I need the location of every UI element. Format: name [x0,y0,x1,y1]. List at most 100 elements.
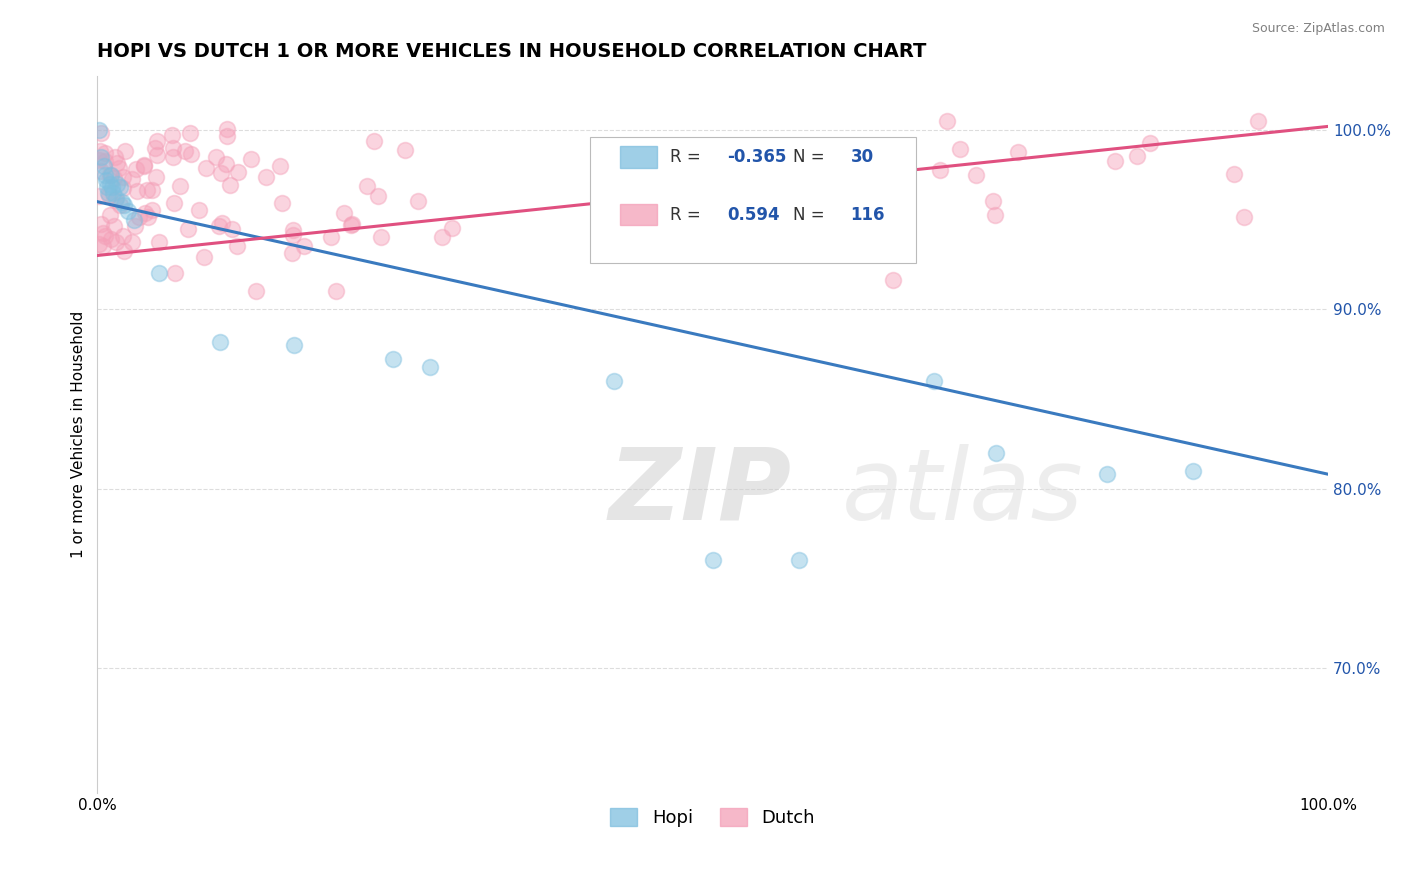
Point [87,123,110,137]
Point [90,150,112,164]
Point [124,212,146,227]
Point [104,235,127,249]
Text: N =: N = [793,206,830,224]
Point [90,218,112,232]
Point [87,153,110,167]
Point [124,219,146,233]
Point [104,193,127,207]
Point [292,238,315,252]
Point [169,178,191,193]
Point [179,126,201,140]
Point [141,203,163,218]
Point [226,165,249,179]
Point [91,238,114,252]
Point [984,446,1007,460]
Point [162,141,184,155]
Point [432,230,454,244]
Text: 30: 30 [851,148,873,166]
Point [87,189,110,203]
Point [239,152,262,166]
Point [333,206,356,220]
Point [148,267,170,281]
Point [162,150,184,164]
Point [733,164,755,178]
Point [89,164,111,178]
Point [281,227,304,242]
Point [367,189,389,203]
Point [225,239,247,253]
Point [1126,149,1149,163]
Point [922,374,945,388]
Point [143,140,166,154]
Point [661,202,683,216]
Point [1181,464,1204,478]
Point [101,180,124,194]
Point [205,150,228,164]
Point [281,223,304,237]
Point [394,143,416,157]
Point [93,228,115,243]
Point [103,186,125,200]
Text: atlas: atlas [842,443,1084,541]
Point [702,553,724,567]
Point [173,144,195,158]
Text: 0.594: 0.594 [727,206,780,224]
Point [381,352,404,367]
Point [215,129,238,144]
Point [180,147,202,161]
Point [603,374,626,388]
Text: R =: R = [669,148,706,166]
Point [108,161,131,175]
Point [94,145,117,160]
Point [104,191,127,205]
Point [93,168,115,182]
Point [100,231,122,245]
Point [194,161,217,175]
Point [219,178,242,192]
Point [160,128,183,142]
Point [440,221,463,235]
Point [193,250,215,264]
Point [141,183,163,197]
Text: R =: R = [669,206,706,224]
Point [105,156,128,170]
Point [208,219,231,233]
Point [112,170,135,185]
Point [254,170,277,185]
Point [673,223,696,237]
Point [209,166,232,180]
Text: Source: ZipAtlas.com: Source: ZipAtlas.com [1251,22,1385,36]
Point [125,161,148,176]
Point [111,194,134,209]
Text: ZIP: ZIP [609,443,792,541]
Point [419,359,441,374]
Point [103,219,125,233]
Point [217,121,239,136]
Point [658,162,681,177]
Point [1007,145,1029,160]
Point [325,285,347,299]
Point [370,230,392,244]
Point [103,170,125,185]
FancyBboxPatch shape [620,204,658,226]
Point [97,188,120,202]
Point [1223,167,1246,181]
Point [105,177,128,191]
FancyBboxPatch shape [589,137,915,262]
Point [132,159,155,173]
Point [882,272,904,286]
Point [112,198,135,212]
Point [271,195,294,210]
Point [125,184,148,198]
Point [408,194,430,209]
Point [87,237,110,252]
Point [981,194,1004,208]
Point [89,144,111,158]
Point [135,183,157,197]
Point [128,211,150,225]
Point [929,163,952,178]
Point [97,186,120,200]
Point [1247,114,1270,128]
Y-axis label: 1 or more Vehicles in Household: 1 or more Vehicles in Household [72,311,86,558]
Legend: Hopi, Dutch: Hopi, Dutch [603,801,823,835]
